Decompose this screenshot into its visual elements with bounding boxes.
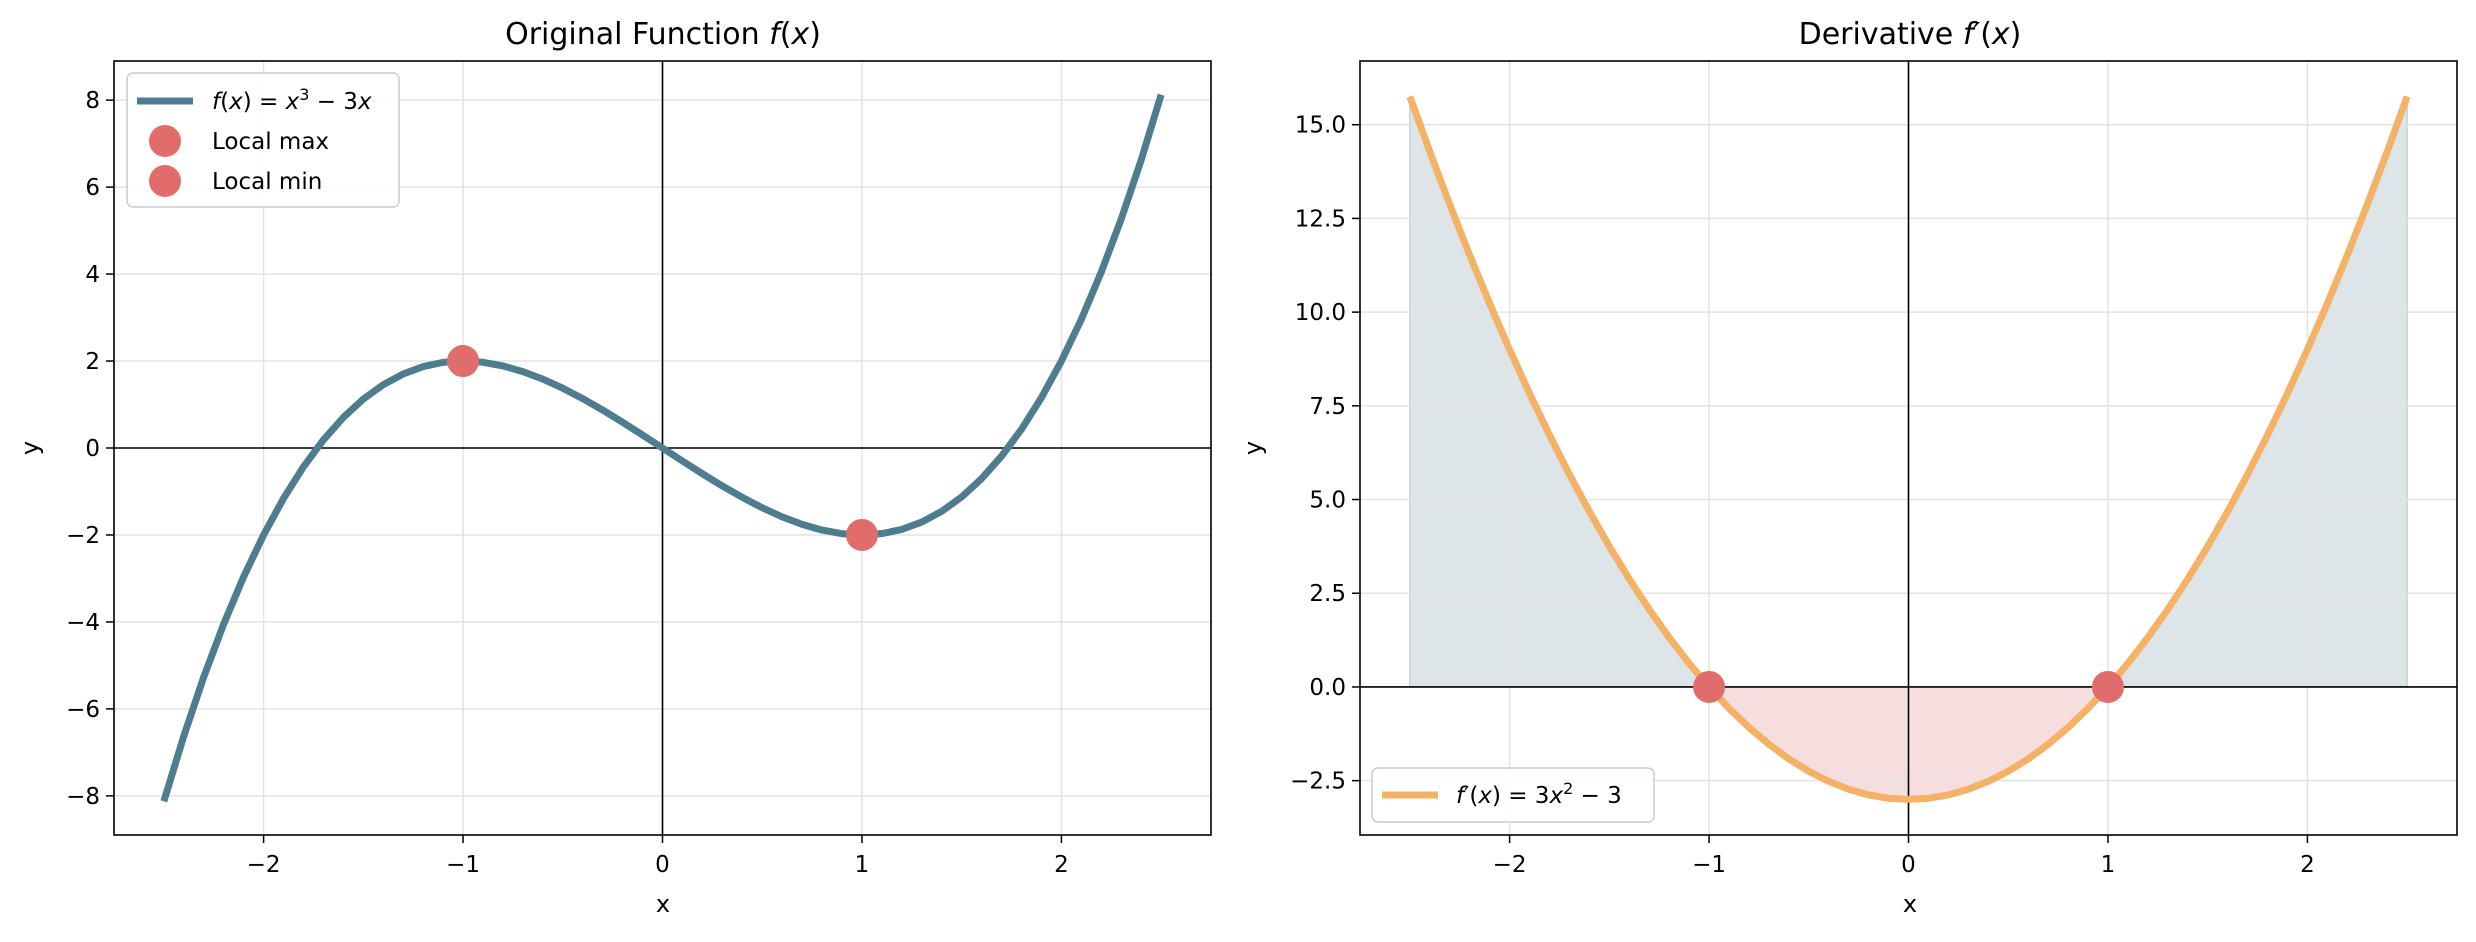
x-tick-label: 0: [655, 852, 670, 878]
y-tick-label: −4: [66, 610, 100, 636]
legend-item-function: f(x) = x3 − 3x: [212, 85, 372, 115]
x-axis-label: x: [1903, 890, 1917, 918]
legend-item-local-max: Local max: [212, 129, 329, 155]
chart-title: Derivative f′(x): [1799, 17, 2022, 52]
positive-region-fill: [2106, 96, 2408, 688]
y-tick-label: 0.0: [1309, 675, 1346, 701]
x-tick-label: 0: [1901, 852, 1916, 878]
y-ticks: −8 −6 −4 −2 0 2 4 6 8: [66, 88, 114, 810]
y-axis-label: y: [16, 441, 44, 455]
legend-item-derivative: f′(x) = 3x2 − 3: [1456, 779, 1622, 809]
y-tick-label: 5.0: [1309, 488, 1346, 514]
x-tick-label: −2: [1493, 852, 1527, 878]
y-tick-label: 0: [85, 436, 100, 462]
plot-series: [1406, 95, 2411, 803]
y-tick-label: −8: [66, 784, 100, 810]
x-tick-label: 1: [855, 852, 870, 878]
legend: f(x) = x3 − 3x Local max Local min: [126, 72, 400, 208]
legend-frame: [126, 72, 400, 208]
y-tick-label: 10.0: [1295, 300, 1346, 326]
x-tick-label: 2: [2300, 852, 2315, 878]
x-tick-label: −1: [446, 852, 480, 878]
y-tick-label: 7.5: [1309, 394, 1346, 420]
y-tick-label: 12.5: [1295, 206, 1346, 232]
series-line: [1406, 95, 2411, 803]
legend-item-local-min: Local min: [212, 169, 322, 195]
x-tick-label: −1: [1692, 852, 1726, 878]
series-line: [160, 93, 1165, 803]
legend-frame: [1371, 767, 1655, 823]
y-tick-label: −2.5: [1290, 769, 1346, 795]
legend-marker-local-min: [149, 165, 181, 197]
positive-region-fill: [1409, 96, 1711, 688]
y-tick-label: 2: [85, 349, 100, 375]
x-ticks: −2 −1 0 1 2: [247, 835, 1069, 878]
y-tick-label: 4: [85, 262, 100, 288]
y-tick-label: −2: [66, 523, 100, 549]
legend-marker-local-max: [149, 125, 181, 157]
zero-axes: [1360, 61, 2457, 835]
x-tick-label: 1: [2101, 852, 2116, 878]
x-axis-label: x: [656, 890, 670, 918]
y-tick-label: 2.5: [1309, 581, 1346, 607]
x-tick-label: −2: [247, 852, 281, 878]
y-tick-label: 8: [85, 88, 100, 114]
legend: f′(x) = 3x2 − 3: [1371, 767, 1655, 823]
y-ticks: −2.5 0.0 2.5 5.0 7.5 10.0 12.5 15.0: [1290, 113, 1360, 795]
y-tick-label: 15.0: [1295, 113, 1346, 139]
chart-title: Original Function f(x): [505, 17, 821, 52]
data-point: [2091, 670, 2124, 703]
x-tick-label: 2: [1054, 852, 1069, 878]
y-axis-label: y: [1239, 441, 1267, 455]
chart-derivative: Derivative f′(x) −2 −1 0 1 2 −2.5 0.0 2.5 5.0 7.…: [1239, 17, 2458, 918]
chart-original-function: Original Function f(x) −2 −1 0 1 2 −8 −6 −4 −2 0…: [16, 17, 1212, 918]
data-point: [447, 345, 480, 378]
data-point: [1693, 670, 1726, 703]
y-tick-label: 6: [85, 175, 100, 201]
x-ticks: −2 −1 0 1 2: [1493, 835, 2315, 878]
plot-series: [160, 93, 1165, 803]
data-point: [845, 518, 878, 551]
y-tick-label: −6: [66, 697, 100, 723]
